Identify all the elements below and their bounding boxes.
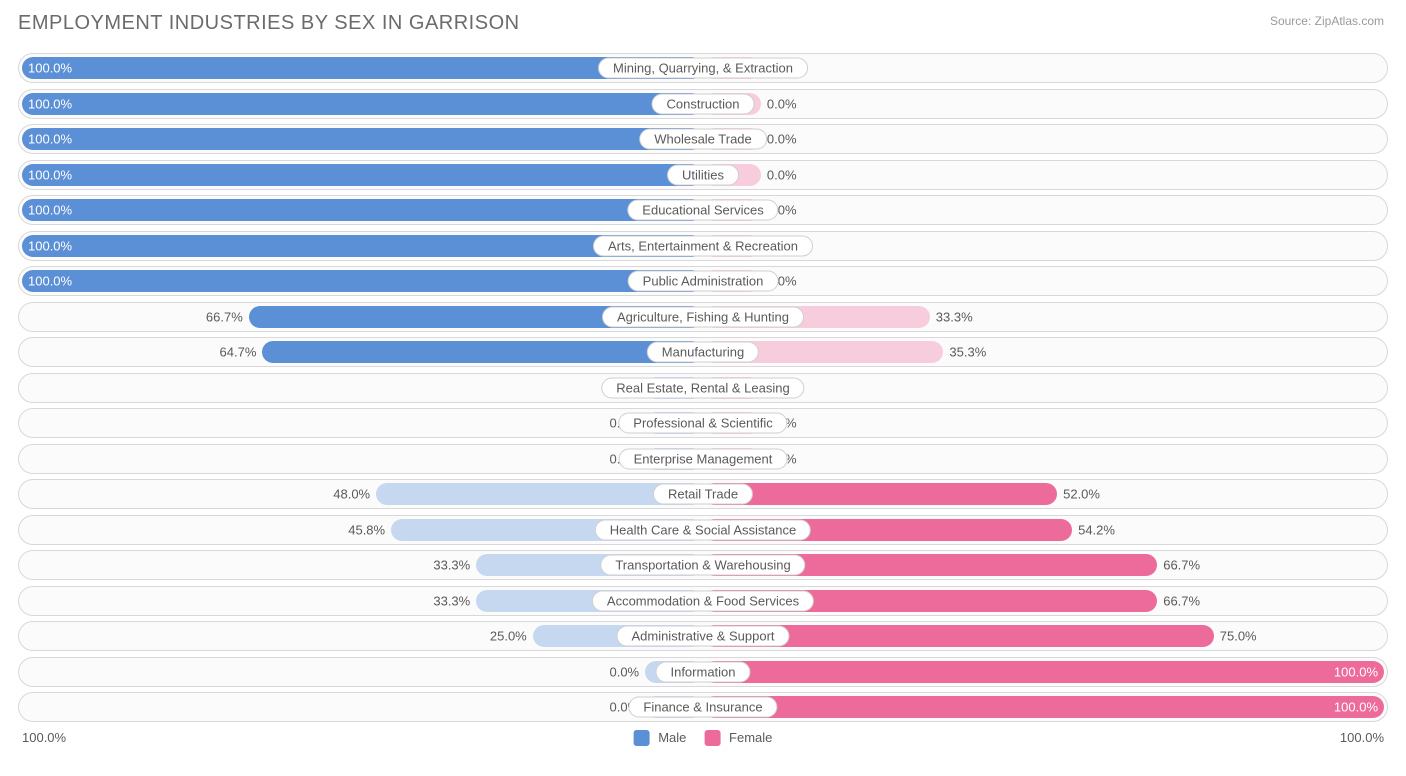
male-swatch-icon: [634, 730, 650, 746]
male-pct-label: 33.3%: [433, 593, 470, 608]
chart-row: 100.0%0.0%Public Administration: [18, 266, 1388, 296]
category-label: Transportation & Warehousing: [600, 555, 805, 576]
female-pct-label: 0.0%: [767, 167, 797, 182]
female-pct-label: 66.7%: [1163, 558, 1200, 573]
chart-row: 100.0%0.0%Educational Services: [18, 195, 1388, 225]
male-pct-label: 100.0%: [28, 274, 72, 289]
female-bar: [703, 696, 1384, 718]
category-label: Information: [655, 661, 750, 682]
category-label: Manufacturing: [647, 342, 759, 363]
male-pct-label: 100.0%: [28, 203, 72, 218]
male-pct-label: 0.0%: [609, 664, 639, 679]
category-label: Arts, Entertainment & Recreation: [593, 235, 813, 256]
female-pct-label: 0.0%: [767, 96, 797, 111]
category-label: Enterprise Management: [619, 448, 788, 469]
male-pct-label: 100.0%: [28, 132, 72, 147]
male-pct-label: 100.0%: [28, 167, 72, 182]
category-label: Public Administration: [628, 271, 779, 292]
male-bar: [22, 128, 703, 150]
chart-row: 100.0%0.0%Arts, Entertainment & Recreati…: [18, 231, 1388, 261]
female-swatch-icon: [704, 730, 720, 746]
chart-row: 100.0% 0.0% Utilities: [18, 160, 1388, 190]
male-pct-label: 100.0%: [28, 96, 72, 111]
category-label: Health Care & Social Assistance: [595, 519, 811, 540]
axis-right-label: 100.0%: [1340, 730, 1384, 745]
female-pct-label: 52.0%: [1063, 487, 1100, 502]
legend-female-label: Female: [729, 730, 772, 745]
chart-row: 100.0% 0.0% Construction: [18, 89, 1388, 119]
male-pct-label: 100.0%: [28, 61, 72, 76]
category-label: Educational Services: [627, 200, 778, 221]
chart-row: 33.3% 66.7% Transportation & Warehousing: [18, 550, 1388, 580]
female-pct-label: 66.7%: [1163, 593, 1200, 608]
female-pct-label: 33.3%: [936, 309, 973, 324]
male-bar: [22, 93, 703, 115]
female-pct-label: 100.0%: [1334, 664, 1378, 679]
male-pct-label: 64.7%: [220, 345, 257, 360]
chart-row: 48.0% 52.0% Retail Trade: [18, 479, 1388, 509]
axis-left-label: 100.0%: [22, 730, 66, 745]
chart-row: 64.7% 35.3% Manufacturing: [18, 337, 1388, 367]
male-pct-label: 45.8%: [348, 522, 385, 537]
category-label: Real Estate, Rental & Leasing: [601, 377, 804, 398]
female-pct-label: 35.3%: [949, 345, 986, 360]
source-label: Source: ZipAtlas.com: [1270, 14, 1384, 28]
female-pct-label: 54.2%: [1078, 522, 1115, 537]
male-pct-label: 66.7%: [206, 309, 243, 324]
x-axis: 100.0% 100.0% Male Female: [18, 728, 1388, 750]
category-label: Agriculture, Fishing & Hunting: [602, 306, 804, 327]
male-pct-label: 48.0%: [333, 487, 370, 502]
legend-male-label: Male: [658, 730, 686, 745]
chart-row: 0.0%100.0%Finance & Insurance: [18, 692, 1388, 722]
chart-row: 25.0% 75.0% Administrative & Support: [18, 621, 1388, 651]
category-label: Mining, Quarrying, & Extraction: [598, 58, 808, 79]
category-label: Construction: [652, 93, 755, 114]
category-label: Accommodation & Food Services: [592, 590, 814, 611]
male-bar: [22, 199, 703, 221]
chart-row: 66.7% 33.3% Agriculture, Fishing & Hunting: [18, 302, 1388, 332]
chart-row: 100.0%0.0%Mining, Quarrying, & Extractio…: [18, 53, 1388, 83]
chart-row: 0.0%0.0%Real Estate, Rental & Leasing: [18, 373, 1388, 403]
category-label: Utilities: [667, 164, 739, 185]
female-bar: [703, 661, 1384, 683]
legend: Male Female: [634, 730, 773, 747]
chart-title: EMPLOYMENT INDUSTRIES BY SEX IN GARRISON: [18, 12, 1388, 35]
female-pct-label: 0.0%: [767, 132, 797, 147]
diverging-bar-chart: 100.0% 0.0% Mining, Quarrying, & Extractio…: [18, 53, 1388, 722]
female-bar: [703, 483, 1057, 505]
legend-female: Female: [704, 730, 772, 747]
category-label: Professional & Scientific: [618, 413, 787, 434]
chart-row: 0.0% 100.0% Information: [18, 657, 1388, 687]
male-bar: [22, 164, 703, 186]
chart-row: 100.0% 0.0%Wholesale Trade: [18, 124, 1388, 154]
category-label: Wholesale Trade: [639, 129, 767, 150]
category-label: Administrative & Support: [616, 626, 789, 647]
category-label: Finance & Insurance: [628, 697, 777, 718]
legend-male: Male: [634, 730, 687, 747]
chart-row: 0.0%0.0%Professional & Scientific: [18, 408, 1388, 438]
male-bar: [22, 270, 703, 292]
male-pct-label: 33.3%: [433, 558, 470, 573]
male-pct-label: 25.0%: [490, 629, 527, 644]
chart-row: 33.3% 66.7% Accommodation & Food Services: [18, 586, 1388, 616]
male-bar: [262, 341, 703, 363]
female-pct-label: 100.0%: [1334, 700, 1378, 715]
female-pct-label: 75.0%: [1220, 629, 1257, 644]
category-label: Retail Trade: [653, 484, 753, 505]
chart-row: 45.8% 54.2% Health Care & Social Assistanc…: [18, 515, 1388, 545]
male-pct-label: 100.0%: [28, 238, 72, 253]
chart-row: 0.0%0.0%Enterprise Management: [18, 444, 1388, 474]
